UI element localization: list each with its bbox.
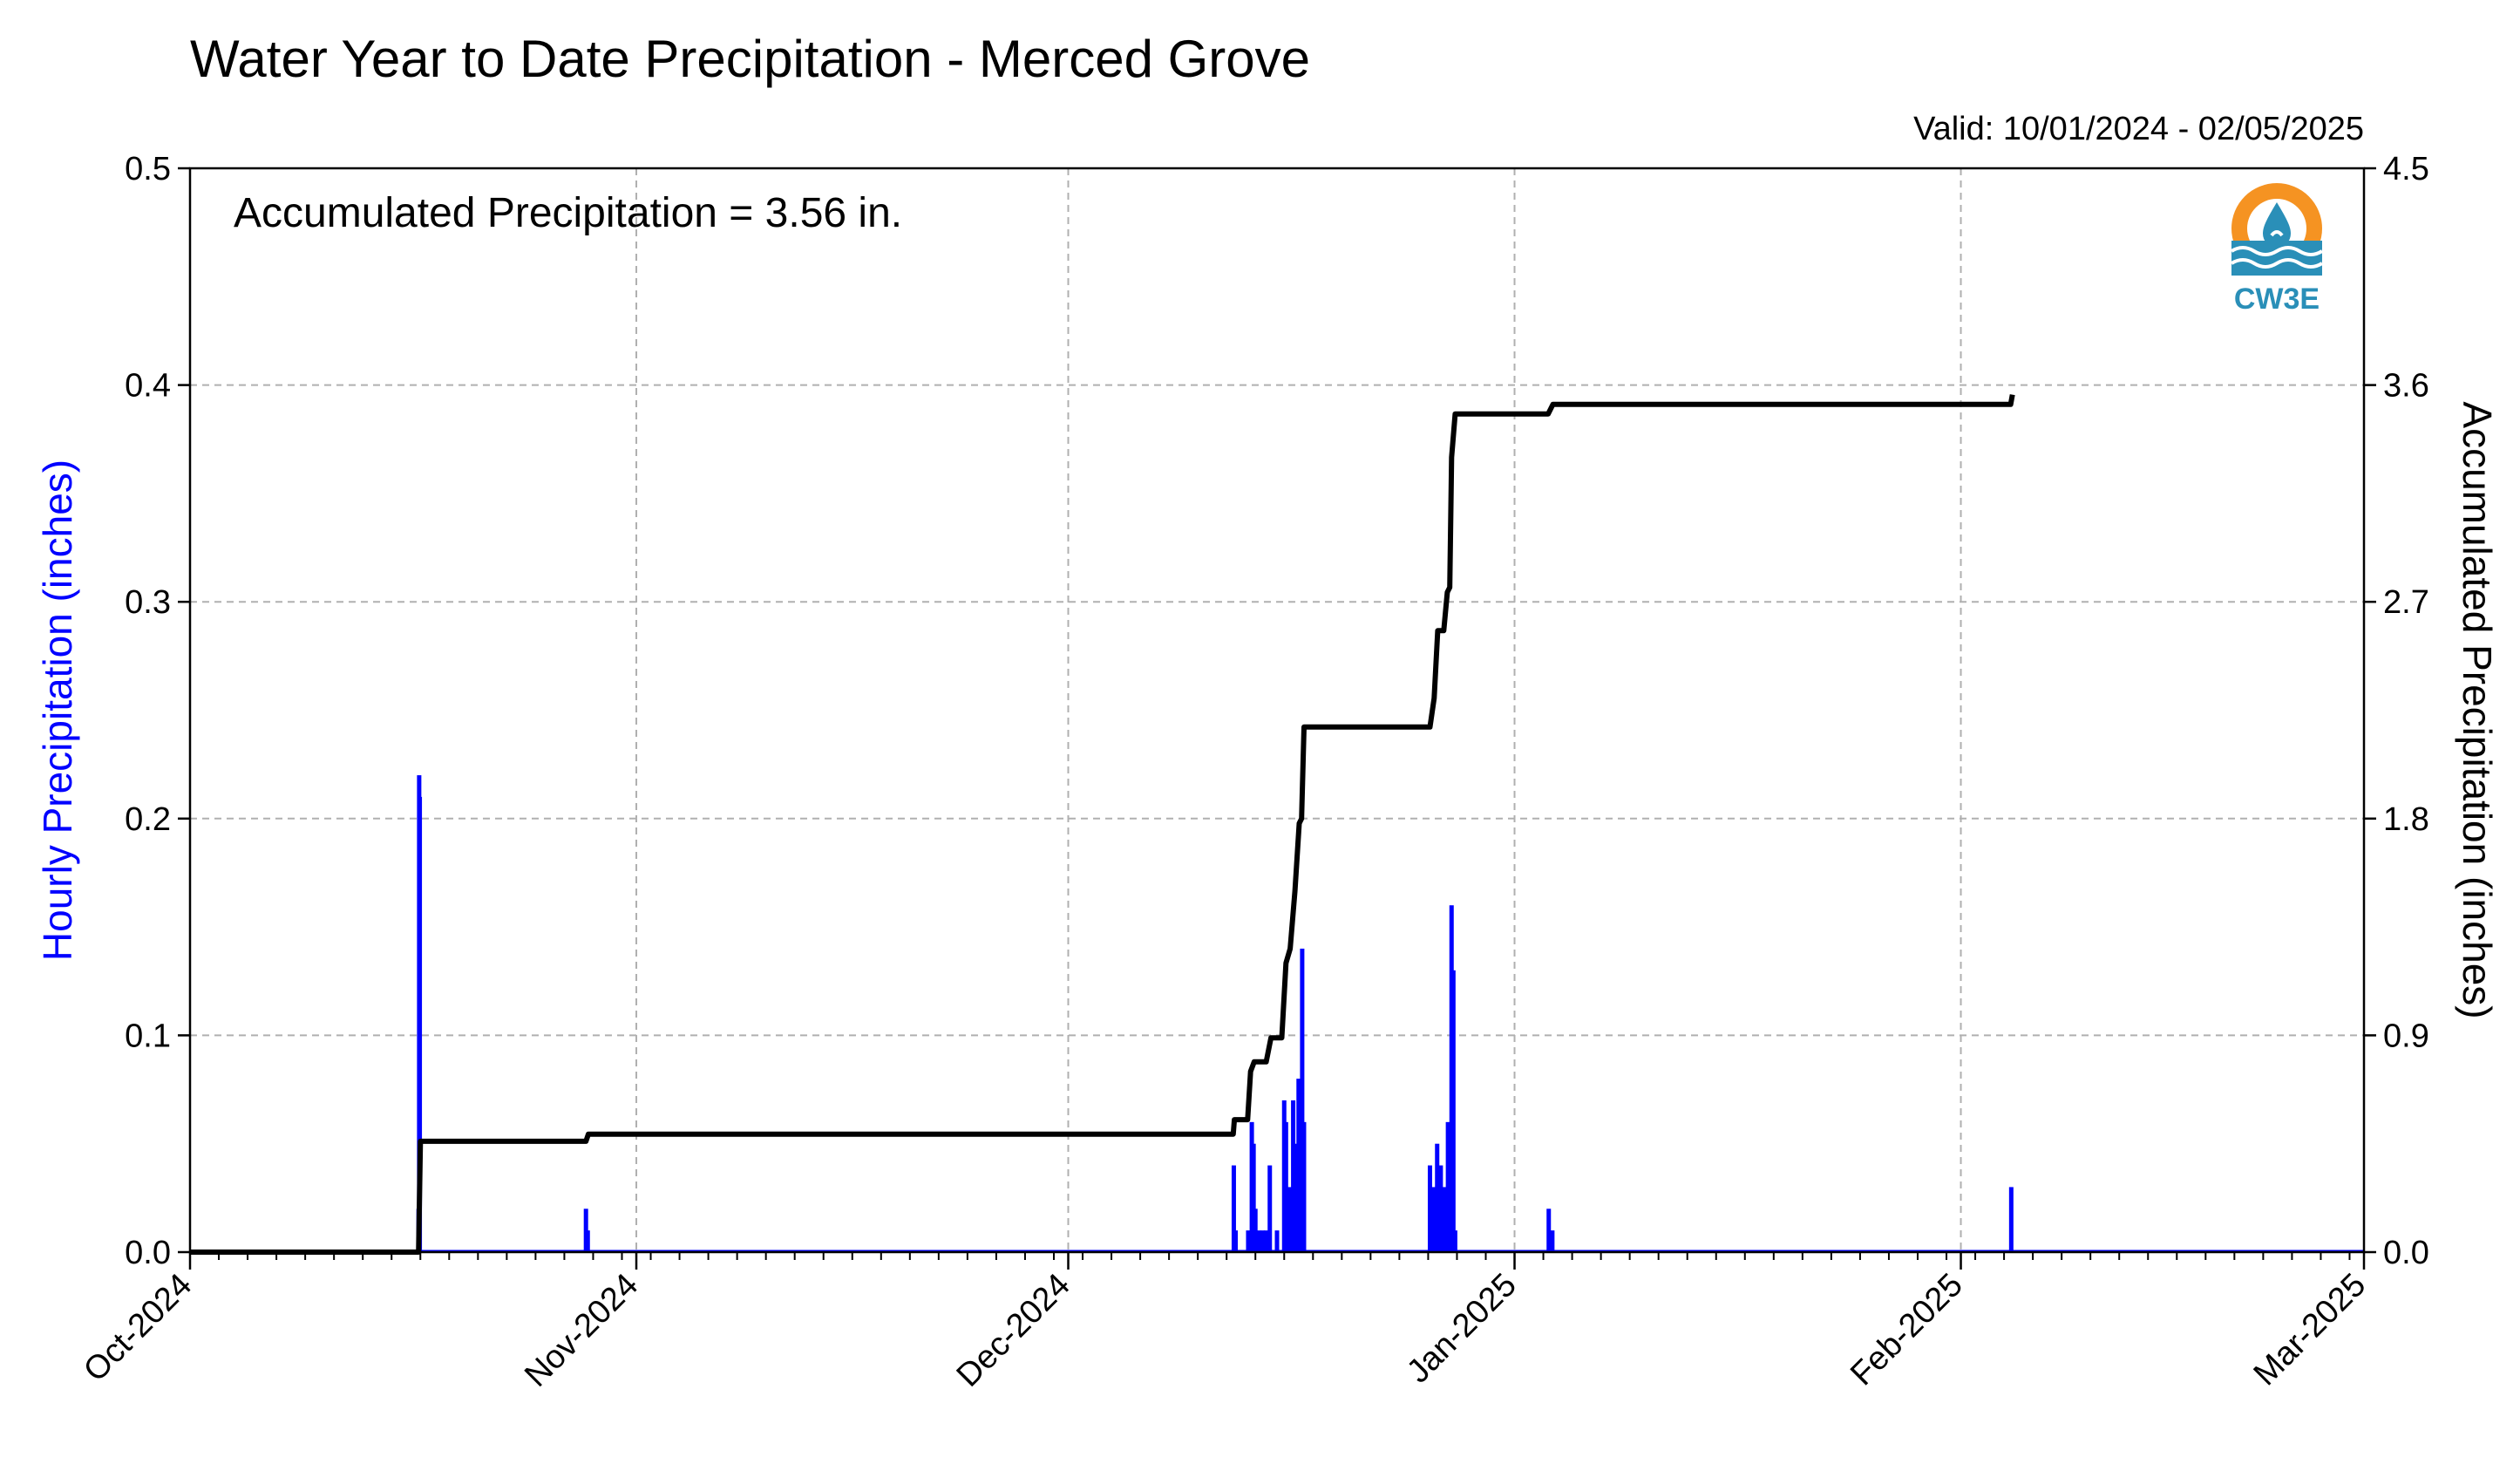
x-tick-label: Dec-2024 [950,1267,1077,1394]
hourly-bar [1452,1230,1457,1252]
hourly-bar [1427,1165,1432,1252]
hourly-bar [1301,1121,1307,1252]
hourly-bar [1445,1121,1450,1252]
hourly-bar [1260,1230,1265,1252]
x-tick-label: Feb-2025 [1844,1267,1970,1393]
logo-drop-wave-icon [2270,230,2284,237]
hourly-precipitation-bars [190,775,2364,1253]
y-left-tick-label: 0.3 [125,584,171,621]
logo-wave-line-1 [2230,246,2324,256]
y-right-tick-label: 0.0 [2383,1235,2429,1271]
hourly-bar [1442,1187,1447,1252]
hourly-bar [1233,1230,1239,1252]
hourly-bar [1296,1079,1301,1252]
logo-wave-line-2 [2230,258,2324,269]
y-left-tick-label: 0.0 [125,1235,171,1271]
valid-period: Valid: 10/01/2024 - 02/05/2025 [1913,111,2364,147]
y-left-tick-label: 0.1 [125,1018,171,1054]
hourly-bar [1291,1100,1296,1252]
chart-title: Water Year to Date Precipitation - Merce… [190,30,1310,88]
grid [190,168,2364,1252]
hourly-bar [2008,1187,2014,1252]
hourly-bar [1256,1230,1261,1252]
hourly-bar [1274,1230,1280,1252]
cw3e-logo: CW3E [2230,183,2324,316]
y-right-tick-label: 1.8 [2383,801,2429,838]
hourly-bar [1435,1143,1440,1252]
hourly-bar [1450,970,1456,1252]
y-left-tick-label: 0.5 [125,151,171,187]
hourly-bar [1546,1209,1552,1252]
hourly-bar [1300,948,1305,1252]
logo-waves-icon [2231,241,2322,276]
hourly-bar [1264,1230,1269,1252]
hourly-bar [1267,1165,1273,1252]
hourly-bar [418,796,423,1252]
accumulated-line [190,394,2015,1255]
hourly-bar [1431,1187,1437,1252]
hourly-bar [1550,1230,1555,1252]
hourly-bar [1251,1143,1256,1252]
hourly-bar [1253,1209,1258,1252]
y-right-tick-label: 2.7 [2383,584,2429,621]
hourly-bar [1287,1187,1292,1252]
x-tick-label: Mar-2025 [2247,1267,2374,1393]
y-axis-left-label: Hourly Precipitation (inches) [35,460,80,961]
y-left-tick-label: 0.4 [125,368,171,405]
y-right-tick-label: 0.9 [2383,1018,2429,1054]
accumulated-total: Accumulated Precipitation = 3.56 in. [234,190,902,236]
hourly-bar [1438,1165,1443,1252]
hourly-bar [1231,1165,1236,1252]
y-left-tick-label: 0.2 [125,801,171,838]
hourly-bar [1283,1121,1288,1252]
plot-frame [188,167,2366,1254]
y-axis-right-label: Accumulated Precipitation (inches) [2455,401,2500,1018]
y-right-tick-label: 3.6 [2383,368,2429,405]
accumulated-precipitation-line [190,394,2015,1255]
logo-text: CW3E [2234,283,2320,316]
x-tick-label: Nov-2024 [518,1267,645,1394]
hourly-bar [1246,1230,1251,1252]
x-tick-label: Jan-2025 [1400,1267,1524,1391]
x-tick-label: Oct-2024 [77,1267,199,1389]
logo-drop-icon [2263,202,2291,248]
hourly-bar [585,1230,590,1252]
y-right-tick-label: 4.5 [2383,151,2429,187]
